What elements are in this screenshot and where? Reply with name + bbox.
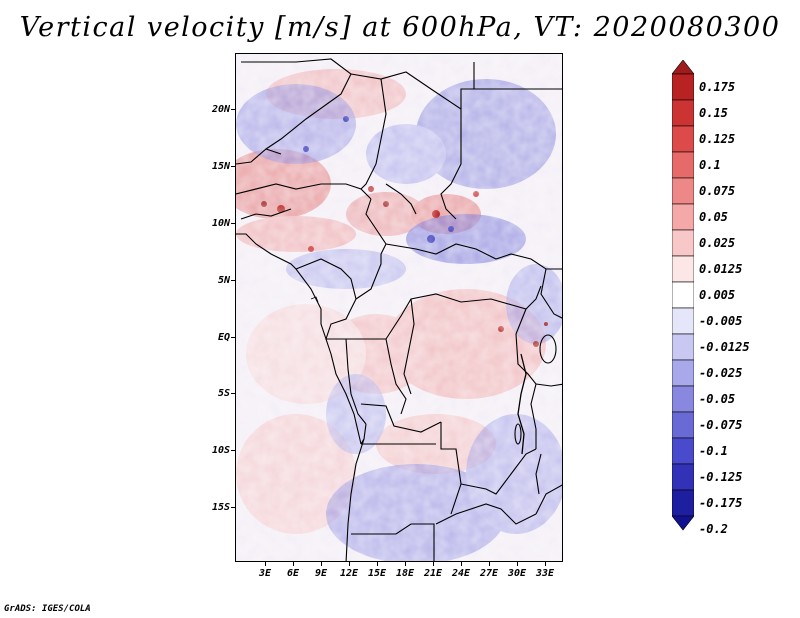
lon-label-24e: 24E: [451, 568, 471, 579]
colorbar-label: -0.125: [699, 470, 743, 484]
lon-tick: [489, 562, 490, 566]
grads-credit: GrADS: IGES/COLA: [4, 604, 91, 614]
colorbar-segment: [672, 73, 694, 101]
colorbar-segment: [672, 411, 694, 439]
lon-label-21e: 21E: [423, 568, 443, 579]
lon-tick: [377, 562, 378, 566]
colorbar-label: -0.175: [699, 496, 743, 510]
map-panel: [235, 53, 563, 562]
colorbar-label: -0.2: [699, 522, 728, 536]
lon-label-6e: 6E: [286, 568, 300, 579]
lat-tick: [231, 223, 235, 224]
colorbar-segment: [672, 60, 694, 75]
lat-label-5n: 5N: [217, 275, 230, 286]
lat-label-eq: EQ: [217, 332, 230, 343]
lon-label-33e: 33E: [535, 568, 555, 579]
colorbar-label: -0.0125: [699, 340, 750, 354]
colorbar-segment: [672, 281, 694, 309]
colorbar-label: 0.0125: [699, 262, 743, 276]
colorbar-label: 0.075: [699, 184, 736, 198]
colorbar-label: 0.175: [699, 80, 736, 94]
lon-label-30e: 30E: [507, 568, 527, 579]
lon-tick: [405, 562, 406, 566]
colorbar-segment: [672, 359, 694, 387]
lat-tick: [231, 337, 235, 338]
lon-label-27e: 27E: [479, 568, 499, 579]
colorbar-label: 0.15: [699, 106, 728, 120]
lat-tick: [231, 280, 235, 281]
colorbar-label: -0.05: [699, 392, 736, 406]
lat-label-10n: 10N: [211, 218, 230, 229]
colorbar-label: -0.1: [699, 444, 728, 458]
lon-tick: [293, 562, 294, 566]
colorbar-segment: [672, 99, 694, 127]
lat-tick: [231, 450, 235, 451]
lon-tick: [265, 562, 266, 566]
colorbar-label: 0.05: [699, 210, 728, 224]
colorbar-label: 0.025: [699, 236, 736, 250]
colorbar-segment: [672, 125, 694, 153]
lat-label-5s: 5S: [217, 388, 230, 399]
map-title: Vertical velocity [m/s] at 600hPa, VT: 2…: [19, 12, 781, 43]
colorbar-segment: [672, 229, 694, 257]
lat-tick: [231, 507, 235, 508]
lat-tick: [231, 166, 235, 167]
lat-label-20n: 20N: [211, 104, 230, 115]
colorbar-label: -0.075: [699, 418, 743, 432]
colorbar: [672, 60, 694, 531]
lon-tick: [461, 562, 462, 566]
lon-label-3e: 3E: [258, 568, 272, 579]
lon-tick: [517, 562, 518, 566]
lon-tick: [545, 562, 546, 566]
colorbar-label: 0.005: [699, 288, 736, 302]
lon-label-9e: 9E: [314, 568, 328, 579]
colorbar-label: 0.1: [699, 158, 721, 172]
lon-label-18e: 18E: [395, 568, 415, 579]
colorbar-segment: [672, 489, 694, 517]
colorbar-label: -0.005: [699, 314, 743, 328]
lat-label-15n: 15N: [211, 161, 230, 172]
colorbar-segment: [672, 307, 694, 335]
colorbar-segment: [672, 177, 694, 205]
vertical-velocity-field: [236, 54, 562, 561]
lon-label-15e: 15E: [367, 568, 387, 579]
lon-tick: [433, 562, 434, 566]
colorbar-segment: [672, 255, 694, 283]
colorbar-segment: [672, 333, 694, 361]
colorbar-segment: [672, 463, 694, 491]
colorbar-label: 0.125: [699, 132, 736, 146]
lat-label-15s: 15S: [211, 502, 230, 513]
lat-tick: [231, 393, 235, 394]
country-boundaries: [236, 58, 562, 561]
colorbar-segment: [672, 515, 694, 531]
lat-tick: [231, 109, 235, 110]
colorbar-segment: [672, 151, 694, 179]
lon-tick: [321, 562, 322, 566]
colorbar-segment: [672, 385, 694, 413]
colorbar-label: -0.025: [699, 366, 743, 380]
lon-label-12e: 12E: [339, 568, 359, 579]
lat-label-10s: 10S: [211, 445, 230, 456]
colorbar-segment: [672, 203, 694, 231]
lon-tick: [349, 562, 350, 566]
colorbar-segment: [672, 437, 694, 465]
